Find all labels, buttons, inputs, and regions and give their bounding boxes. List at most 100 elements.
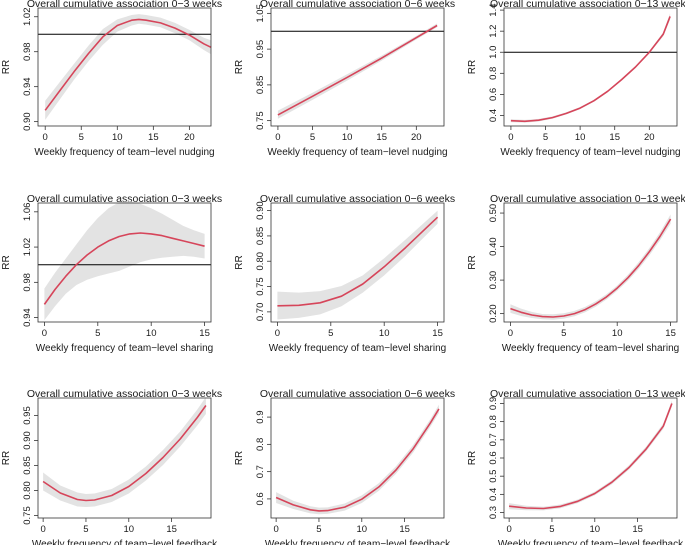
plot-frame bbox=[37, 397, 212, 519]
chart-panel: Overall cumulative association 0−3 weeks… bbox=[1, 0, 222, 158]
x-tick-label: 0 bbox=[42, 328, 47, 339]
estimate-line bbox=[277, 24, 438, 116]
x-tick-label: 0 bbox=[40, 524, 45, 535]
x-tick-label: 10 bbox=[575, 132, 586, 143]
y-tick-label: 0.20 bbox=[488, 304, 499, 323]
x-tick-label: 10 bbox=[612, 328, 623, 339]
x-axis-label: Weekly frequency of team−level feedback bbox=[498, 539, 684, 545]
y-tick-label: 0.40 bbox=[488, 237, 499, 256]
y-axis-label: RR bbox=[467, 60, 478, 74]
plot-frame bbox=[503, 397, 678, 519]
confidence-band bbox=[277, 210, 438, 320]
y-tick-label: 1.0 bbox=[488, 46, 499, 59]
chart-panel: Overall cumulative association 0−6 weeks… bbox=[234, 388, 455, 545]
x-tick-label: 20 bbox=[644, 132, 655, 143]
x-tick-label: 15 bbox=[665, 328, 676, 339]
y-tick-label: 0.95 bbox=[255, 40, 266, 59]
y-tick-label: 0.90 bbox=[22, 431, 33, 450]
y-axis-label: RR bbox=[467, 255, 478, 269]
y-tick-label: 0.6 bbox=[488, 451, 499, 464]
x-tick-label: 15 bbox=[432, 328, 443, 339]
chart-title: Overall cumulative association 0−3 weeks bbox=[27, 0, 222, 10]
estimate-line bbox=[510, 16, 671, 123]
y-axis-label: RR bbox=[234, 255, 245, 269]
chart-title: Overall cumulative association 0−3 weeks bbox=[27, 193, 222, 205]
x-tick-label: 15 bbox=[148, 132, 159, 143]
y-tick-label: 0.4 bbox=[488, 109, 499, 122]
x-axis-label: Weekly frequency of team−level sharing bbox=[502, 343, 679, 354]
x-tick-label: 10 bbox=[342, 132, 353, 143]
y-tick-label: 0.98 bbox=[22, 42, 33, 61]
chart-panel: Overall cumulative association 0−3 weeks… bbox=[1, 388, 222, 545]
x-tick-label: 5 bbox=[561, 328, 566, 339]
x-tick-label: 0 bbox=[273, 524, 278, 535]
x-tick-label: 10 bbox=[379, 328, 390, 339]
y-tick-label: 0.75 bbox=[255, 111, 266, 129]
chart-title: Overall cumulative association 0−13 week… bbox=[490, 388, 685, 400]
plot-frame bbox=[270, 202, 445, 323]
y-tick-label: 0.30 bbox=[488, 271, 499, 290]
x-tick-label: 15 bbox=[166, 524, 177, 535]
y-tick-label: 0.95 bbox=[22, 406, 33, 425]
x-tick-label: 5 bbox=[79, 132, 84, 143]
x-tick-label: 20 bbox=[411, 132, 422, 143]
confidence-band bbox=[44, 201, 205, 321]
y-tick-label: 0.9 bbox=[488, 397, 499, 410]
y-tick-label: 0.6 bbox=[488, 88, 499, 101]
y-tick-label: 1.06 bbox=[22, 203, 33, 222]
x-tick-label: 5 bbox=[543, 132, 548, 143]
x-tick-label: 15 bbox=[632, 524, 643, 535]
x-tick-label: 5 bbox=[328, 328, 333, 339]
chart-title: Overall cumulative association 0−13 week… bbox=[490, 193, 685, 205]
y-tick-label: 0.85 bbox=[22, 456, 33, 475]
plot-frame bbox=[503, 7, 678, 127]
plot-frame bbox=[37, 202, 212, 323]
x-tick-label: 0 bbox=[508, 132, 513, 143]
estimate-line bbox=[510, 218, 672, 318]
estimate-line bbox=[42, 405, 207, 502]
plot-frame bbox=[37, 7, 212, 127]
y-tick-label: 0.8 bbox=[488, 415, 499, 428]
chart-panel: Overall cumulative association 0−13 week… bbox=[467, 0, 685, 158]
x-tick-label: 5 bbox=[316, 524, 321, 535]
chart-title: Overall cumulative association 0−3 weeks bbox=[27, 388, 222, 400]
y-tick-label: 0.94 bbox=[22, 308, 33, 327]
y-tick-label: 0.9 bbox=[255, 410, 266, 423]
x-tick-label: 0 bbox=[43, 132, 48, 143]
x-tick-label: 5 bbox=[549, 524, 554, 535]
x-axis-label: Weekly frequency of team−level nudging bbox=[267, 147, 447, 158]
y-tick-label: 0.8 bbox=[488, 67, 499, 80]
estimate-line bbox=[43, 232, 205, 305]
x-tick-label: 10 bbox=[356, 524, 367, 535]
plot-frame bbox=[270, 397, 445, 519]
chart-panel: Overall cumulative association 0−3 weeks… bbox=[1, 193, 222, 354]
chart-title: Overall cumulative association 0−13 week… bbox=[490, 0, 685, 10]
y-tick-label: 0.7 bbox=[488, 433, 499, 446]
x-tick-label: 0 bbox=[506, 524, 511, 535]
chart-title: Overall cumulative association 0−6 weeks bbox=[260, 193, 455, 205]
y-tick-label: 0.7 bbox=[255, 465, 266, 478]
y-axis-label: RR bbox=[467, 451, 478, 465]
y-tick-label: 0.50 bbox=[488, 204, 499, 223]
x-tick-label: 5 bbox=[95, 328, 100, 339]
y-tick-label: 0.94 bbox=[22, 77, 33, 96]
y-axis-label: RR bbox=[1, 60, 12, 74]
x-axis-label: Weekly frequency of team−level sharing bbox=[269, 343, 446, 354]
x-tick-label: 15 bbox=[376, 132, 387, 143]
y-tick-label: 0.90 bbox=[255, 201, 266, 220]
y-tick-label: 1.05 bbox=[255, 4, 266, 23]
confidence-band bbox=[510, 13, 671, 123]
y-tick-label: 1.02 bbox=[22, 7, 33, 26]
x-tick-label: 5 bbox=[83, 524, 88, 535]
x-tick-label: 10 bbox=[146, 328, 157, 339]
chart-panel: Overall cumulative association 0−13 week… bbox=[467, 388, 685, 545]
plot-frame bbox=[270, 7, 445, 127]
y-axis-label: RR bbox=[234, 451, 245, 465]
y-tick-label: 0.80 bbox=[22, 481, 33, 500]
confidence-band bbox=[510, 214, 671, 320]
y-tick-label: 1.02 bbox=[22, 238, 33, 257]
y-tick-label: 0.6 bbox=[255, 492, 266, 505]
x-axis-label: Weekly frequency of team−level feedback bbox=[32, 539, 218, 545]
x-tick-label: 10 bbox=[112, 132, 123, 143]
estimate-line bbox=[277, 216, 439, 307]
